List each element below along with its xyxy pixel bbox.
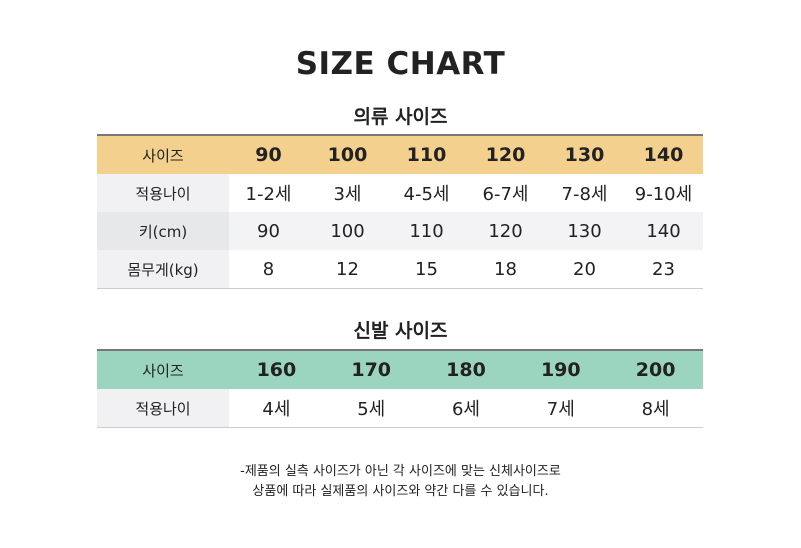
row-label: 사이즈 (97, 350, 229, 389)
table-cell: 4세 (262, 399, 291, 420)
note-line: -제품의 실측 사이즈가 아닌 각 사이즈에 맞는 신체사이즈로 (240, 464, 561, 479)
header-row: 사이즈 160 170 180 190 200 (97, 350, 703, 389)
table-cell: 4-5세 (403, 184, 450, 205)
size-header-cell: 140 (624, 135, 703, 174)
table-cell: 7-8세 (561, 184, 608, 205)
table-cell: 120 (466, 212, 545, 250)
table-row: 키(cm) 90 100 110 120 130 140 (97, 212, 703, 250)
table-cell: 130 (545, 212, 624, 250)
shoes-size-table: 사이즈 160 170 180 190 200 적용나이 4세 5세 6세 7세 8세 (97, 349, 703, 428)
table-cell: 9-10세 (634, 184, 693, 205)
page-title: SIZE CHART (295, 46, 506, 82)
size-header-cell: 180 (418, 350, 514, 389)
table-cell: 140 (624, 212, 703, 250)
table-cell: 3세 (333, 184, 362, 205)
row-label: 키(cm) (97, 212, 229, 250)
size-header-cell: 190 (513, 350, 609, 389)
row-label: 적용나이 (97, 389, 229, 428)
table-cell: 6-7세 (482, 184, 529, 205)
size-note: -제품의 실측 사이즈가 아닌 각 사이즈에 맞는 신체사이즈로 상품에 따라 … (0, 462, 801, 502)
size-header-cell: 130 (545, 135, 624, 174)
table-cell: 8세 (641, 399, 670, 420)
table-cell: 7세 (546, 399, 575, 420)
note-line: 상품에 따라 실제품의 사이즈와 약간 다를 수 있습니다. (252, 484, 549, 499)
table-row: 적용나이 1-2세 3세 4-5세 6-7세 7-8세 9-10세 (97, 174, 703, 212)
table-cell: 1-2세 (245, 184, 292, 205)
size-header-cell: 100 (308, 135, 387, 174)
size-header-cell: 110 (387, 135, 466, 174)
row-label: 적용나이 (97, 174, 229, 212)
row-label: 몸무게(kg) (97, 250, 229, 289)
table-cell: 5세 (357, 399, 386, 420)
size-header-cell: 160 (229, 350, 324, 389)
table-cell: 110 (387, 212, 466, 250)
header-row: 사이즈 90 100 110 120 130 140 (97, 135, 703, 174)
table-cell: 6세 (451, 399, 480, 420)
table-cell: 90 (229, 212, 308, 250)
size-header-cell: 200 (608, 350, 703, 389)
size-header-cell: 90 (229, 135, 308, 174)
table-cell: 15 (415, 258, 438, 280)
clothing-heading: 의류 사이즈 (353, 106, 448, 128)
size-header-cell: 170 (323, 350, 419, 389)
table-row: 적용나이 4세 5세 6세 7세 8세 (97, 389, 703, 428)
clothing-size-table: 사이즈 90 100 110 120 130 140 적용나이 1-2세 3세 4-5세 6-7세 7-… (97, 134, 703, 289)
row-label: 사이즈 (97, 135, 229, 174)
table-cell: 18 (494, 258, 517, 280)
table-cell: 100 (308, 212, 387, 250)
size-header-cell: 120 (466, 135, 545, 174)
table-cell: 20 (573, 258, 596, 280)
table-cell: 12 (336, 258, 359, 280)
table-cell: 8 (262, 258, 275, 280)
shoes-heading: 신발 사이즈 (353, 320, 448, 342)
table-row: 몸무게(kg) 8 12 15 18 20 23 (97, 250, 703, 289)
table-cell: 23 (652, 258, 675, 280)
